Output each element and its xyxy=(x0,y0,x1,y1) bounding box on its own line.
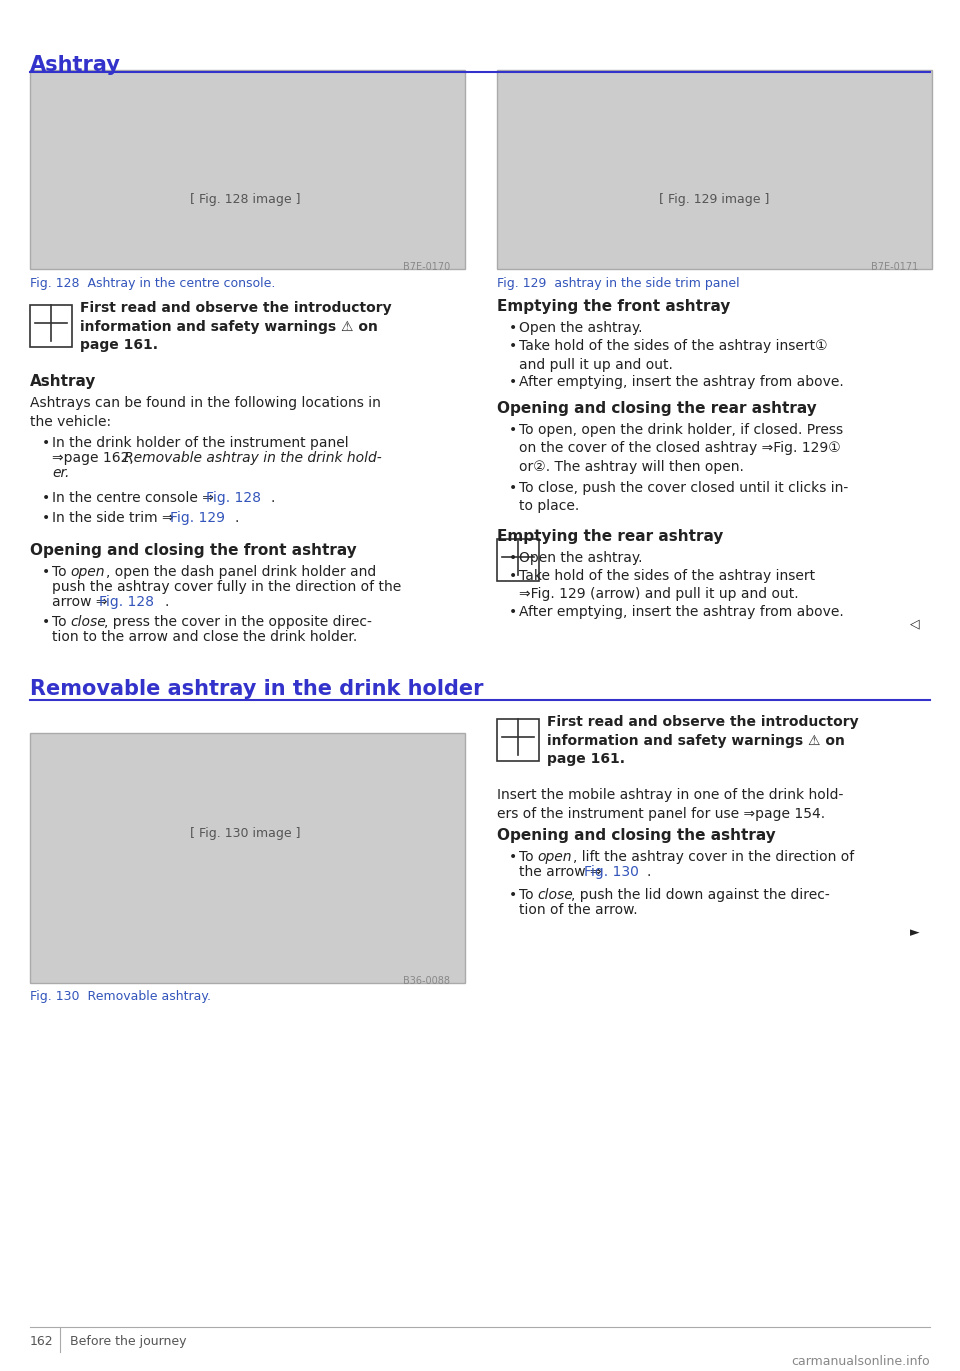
Text: Fig. 130  Removable ashtray.: Fig. 130 Removable ashtray. xyxy=(30,990,211,1002)
Text: •: • xyxy=(509,424,517,437)
FancyBboxPatch shape xyxy=(30,306,72,347)
Text: In the drink holder of the instrument panel: In the drink holder of the instrument pa… xyxy=(52,436,348,450)
Text: open: open xyxy=(70,565,105,579)
Text: push the ashtray cover fully in the direction of the: push the ashtray cover fully in the dire… xyxy=(52,580,401,594)
Text: In the side trim ⇒: In the side trim ⇒ xyxy=(52,511,174,525)
Text: First read and observe the introductory
information and safety warnings ⚠ on
pag: First read and observe the introductory … xyxy=(547,716,858,766)
Text: tion to the arrow and close the drink holder.: tion to the arrow and close the drink ho… xyxy=(52,629,357,643)
Text: •: • xyxy=(42,565,50,579)
Text: To: To xyxy=(52,565,71,579)
Text: close: close xyxy=(537,888,573,902)
Text: Ashtray: Ashtray xyxy=(30,374,96,389)
Text: Fig. 129: Fig. 129 xyxy=(170,511,225,525)
Text: ⇒page 162,: ⇒page 162, xyxy=(52,451,138,465)
Text: .: . xyxy=(234,511,238,525)
Text: B7E-0171: B7E-0171 xyxy=(871,262,918,273)
Text: •: • xyxy=(509,551,517,565)
Text: , open the dash panel drink holder and: , open the dash panel drink holder and xyxy=(106,565,376,579)
FancyBboxPatch shape xyxy=(30,70,465,270)
Text: •: • xyxy=(42,491,50,505)
Text: open: open xyxy=(537,850,571,864)
Text: ►: ► xyxy=(910,925,920,939)
Text: .: . xyxy=(270,491,275,505)
Text: To: To xyxy=(519,850,538,864)
Text: the arrow ⇒: the arrow ⇒ xyxy=(519,865,602,879)
Text: B36-0088: B36-0088 xyxy=(403,976,450,986)
Text: After emptying, insert the ashtray from above.: After emptying, insert the ashtray from … xyxy=(519,376,844,389)
Text: Take hold of the sides of the ashtray insert
⇒Fig. 129 (arrow) and pull it up an: Take hold of the sides of the ashtray in… xyxy=(519,569,815,600)
Text: •: • xyxy=(42,511,50,525)
Text: •: • xyxy=(509,376,517,389)
Text: close: close xyxy=(70,614,106,629)
Text: B7E-0170: B7E-0170 xyxy=(403,262,450,273)
Text: •: • xyxy=(509,850,517,864)
Text: .: . xyxy=(164,595,168,609)
Text: Fig. 128: Fig. 128 xyxy=(99,595,154,609)
Text: Opening and closing the ashtray: Opening and closing the ashtray xyxy=(497,828,776,843)
Text: Opening and closing the rear ashtray: Opening and closing the rear ashtray xyxy=(497,402,817,417)
Text: •: • xyxy=(509,888,517,902)
Text: Insert the mobile ashtray in one of the drink hold-
ers of the instrument panel : Insert the mobile ashtray in one of the … xyxy=(497,788,844,821)
Text: To: To xyxy=(52,614,71,629)
Text: er.: er. xyxy=(52,466,69,480)
Text: Fig. 130: Fig. 130 xyxy=(584,865,638,879)
Text: •: • xyxy=(509,481,517,495)
Text: To close, push the cover closed until it clicks in-
to place.: To close, push the cover closed until it… xyxy=(519,481,849,513)
Text: •: • xyxy=(509,321,517,336)
Text: 162: 162 xyxy=(30,1335,54,1348)
FancyBboxPatch shape xyxy=(497,720,539,761)
Text: Take hold of the sides of the ashtray insert①
and pull it up and out.: Take hold of the sides of the ashtray in… xyxy=(519,339,828,372)
Text: [ Fig. 128 image ]: [ Fig. 128 image ] xyxy=(190,193,300,206)
FancyBboxPatch shape xyxy=(497,70,932,270)
Text: Fig. 128  Ashtray in the centre console.: Fig. 128 Ashtray in the centre console. xyxy=(30,277,276,291)
Text: In the centre console ⇒: In the centre console ⇒ xyxy=(52,491,214,505)
Text: Fig. 128: Fig. 128 xyxy=(206,491,261,505)
FancyBboxPatch shape xyxy=(497,539,539,581)
Text: Emptying the front ashtray: Emptying the front ashtray xyxy=(497,299,731,314)
Text: carmanualsonline.info: carmanualsonline.info xyxy=(791,1355,930,1368)
Text: tion of the arrow.: tion of the arrow. xyxy=(519,903,637,917)
Text: arrow ⇒: arrow ⇒ xyxy=(52,595,108,609)
Text: , lift the ashtray cover in the direction of: , lift the ashtray cover in the directio… xyxy=(573,850,854,864)
Text: •: • xyxy=(42,436,50,450)
Text: Open the ashtray.: Open the ashtray. xyxy=(519,321,642,336)
Text: •: • xyxy=(509,605,517,618)
Text: ◁: ◁ xyxy=(910,618,920,631)
Text: To open, open the drink holder, if closed. Press
on the cover of the closed asht: To open, open the drink holder, if close… xyxy=(519,424,843,474)
Text: Ashtrays can be found in the following locations in
the vehicle:: Ashtrays can be found in the following l… xyxy=(30,396,381,429)
Text: , press the cover in the opposite direc-: , press the cover in the opposite direc- xyxy=(104,614,372,629)
Text: •: • xyxy=(509,339,517,354)
FancyBboxPatch shape xyxy=(30,733,465,983)
Text: Removable ashtray in the drink hold-: Removable ashtray in the drink hold- xyxy=(124,451,382,465)
Text: [ Fig. 129 image ]: [ Fig. 129 image ] xyxy=(659,193,769,206)
Text: First read and observe the introductory
information and safety warnings ⚠ on
pag: First read and observe the introductory … xyxy=(80,302,392,352)
Text: .: . xyxy=(647,865,652,879)
Text: , push the lid down against the direc-: , push the lid down against the direc- xyxy=(571,888,829,902)
Text: Emptying the rear ashtray: Emptying the rear ashtray xyxy=(497,529,724,544)
Text: After emptying, insert the ashtray from above.: After emptying, insert the ashtray from … xyxy=(519,605,844,618)
Text: To: To xyxy=(519,888,538,902)
Text: Opening and closing the front ashtray: Opening and closing the front ashtray xyxy=(30,543,357,558)
Text: •: • xyxy=(509,569,517,583)
Text: Before the journey: Before the journey xyxy=(70,1335,186,1348)
Text: Removable ashtray in the drink holder: Removable ashtray in the drink holder xyxy=(30,679,484,698)
Text: [ Fig. 130 image ]: [ Fig. 130 image ] xyxy=(190,827,300,839)
Text: Ashtray: Ashtray xyxy=(30,55,121,75)
Text: Fig. 129  ashtray in the side trim panel: Fig. 129 ashtray in the side trim panel xyxy=(497,277,739,291)
Text: •: • xyxy=(42,614,50,629)
Text: Open the ashtray.: Open the ashtray. xyxy=(519,551,642,565)
